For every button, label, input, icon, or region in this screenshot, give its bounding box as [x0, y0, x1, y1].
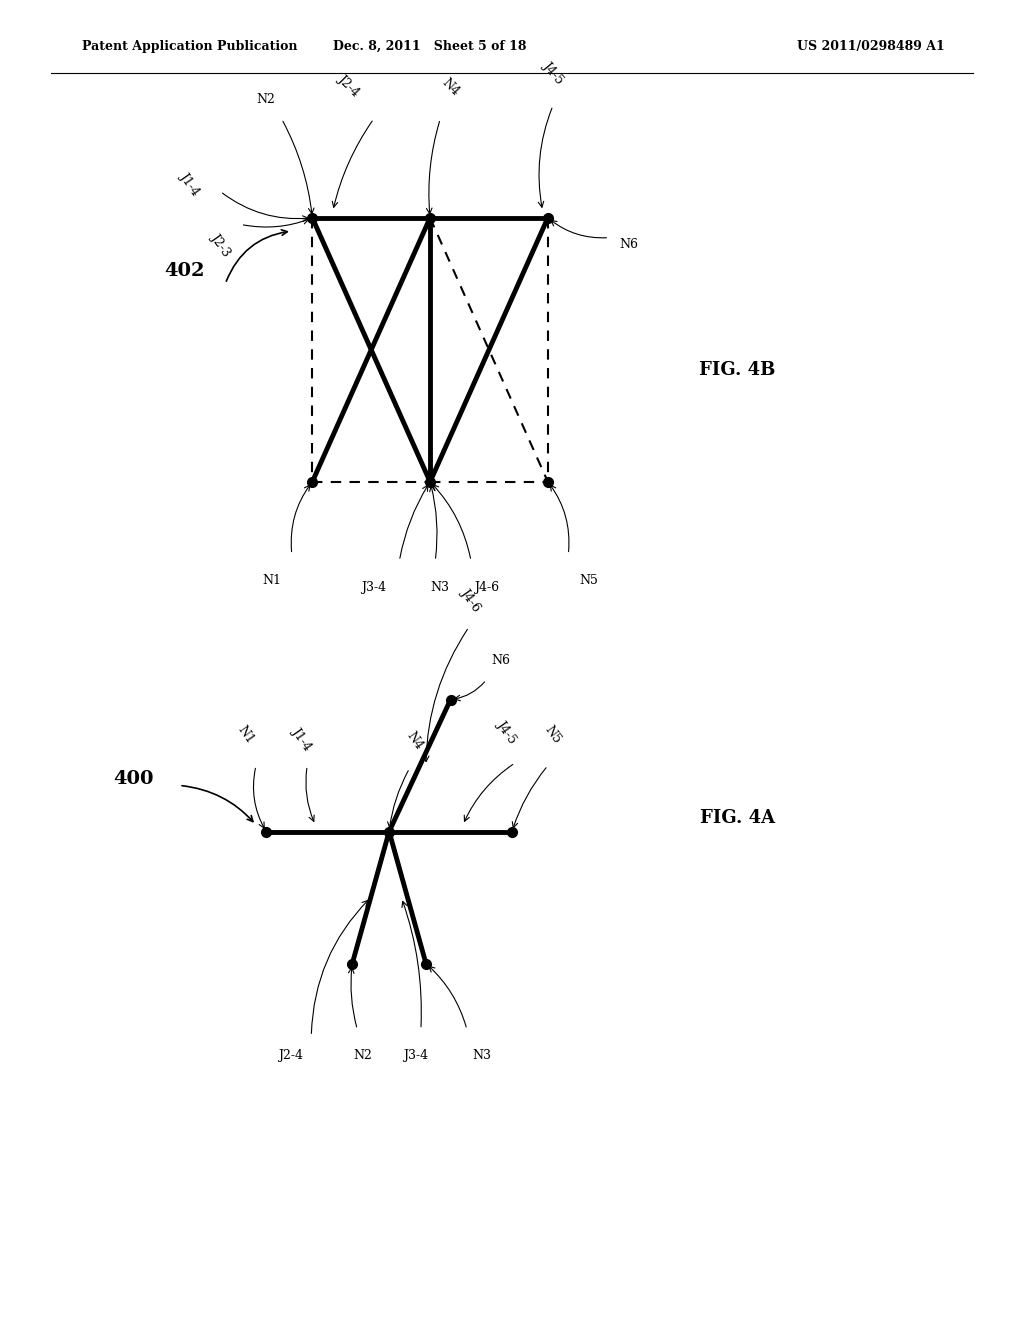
Text: N2: N2 — [353, 1049, 372, 1063]
Text: J2-4: J2-4 — [335, 73, 361, 99]
Text: N4: N4 — [439, 77, 462, 99]
Text: N5: N5 — [580, 574, 598, 587]
Text: N4: N4 — [403, 730, 426, 752]
Text: J2-4: J2-4 — [279, 1049, 303, 1063]
Text: N3: N3 — [431, 581, 450, 594]
Text: N5: N5 — [543, 723, 563, 746]
Text: J1-4: J1-4 — [290, 725, 314, 752]
Text: 402: 402 — [164, 261, 205, 280]
Text: J1-4: J1-4 — [177, 170, 202, 198]
Text: J3-4: J3-4 — [361, 581, 386, 594]
Text: N6: N6 — [620, 238, 639, 251]
Text: J2-3: J2-3 — [208, 231, 232, 259]
Text: US 2011/0298489 A1: US 2011/0298489 A1 — [797, 40, 944, 53]
Text: N6: N6 — [492, 653, 511, 667]
Text: Patent Application Publication: Patent Application Publication — [82, 40, 297, 53]
Text: J4-6: J4-6 — [459, 586, 483, 614]
Text: J4-6: J4-6 — [474, 581, 499, 594]
Text: Dec. 8, 2011   Sheet 5 of 18: Dec. 8, 2011 Sheet 5 of 18 — [334, 40, 526, 53]
Text: J3-4: J3-4 — [403, 1049, 428, 1063]
Text: N2: N2 — [257, 92, 275, 106]
Text: N1: N1 — [262, 574, 281, 587]
Text: N1: N1 — [234, 723, 257, 746]
Text: 400: 400 — [113, 770, 154, 788]
Text: FIG. 4A: FIG. 4A — [699, 809, 775, 828]
Text: J4-5: J4-5 — [540, 58, 566, 86]
Text: J4-5: J4-5 — [495, 718, 519, 746]
Text: N3: N3 — [473, 1049, 492, 1063]
Text: FIG. 4B: FIG. 4B — [699, 360, 775, 379]
